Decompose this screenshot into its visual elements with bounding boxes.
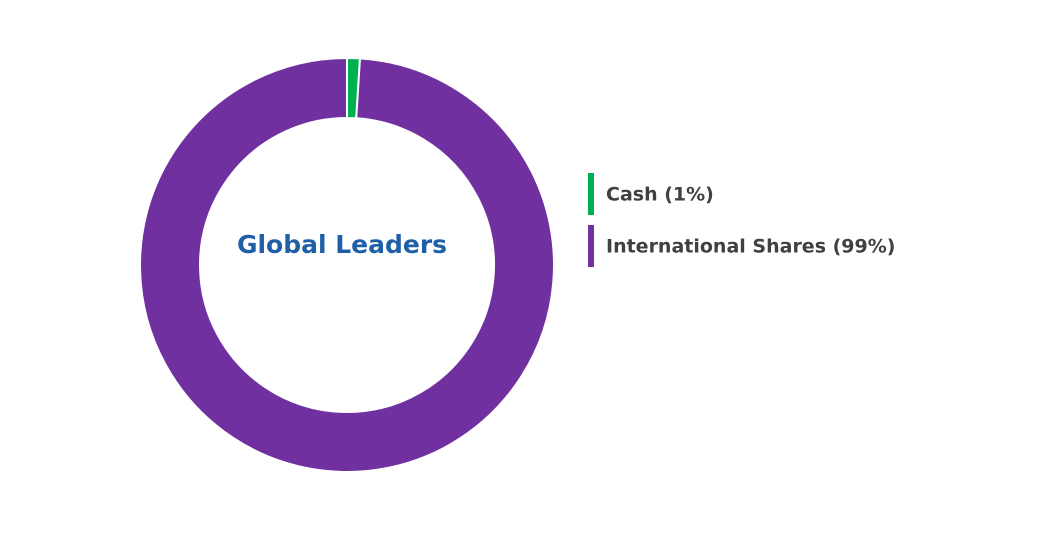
legend-label: International Shares (99%) <box>606 236 895 258</box>
legend-swatch <box>588 173 594 215</box>
donut-slice <box>139 56 555 473</box>
chart-title: Global Leaders <box>237 230 447 259</box>
donut <box>139 56 555 473</box>
legend-label: Cash (1%) <box>606 184 714 206</box>
legend-swatch <box>588 225 594 267</box>
